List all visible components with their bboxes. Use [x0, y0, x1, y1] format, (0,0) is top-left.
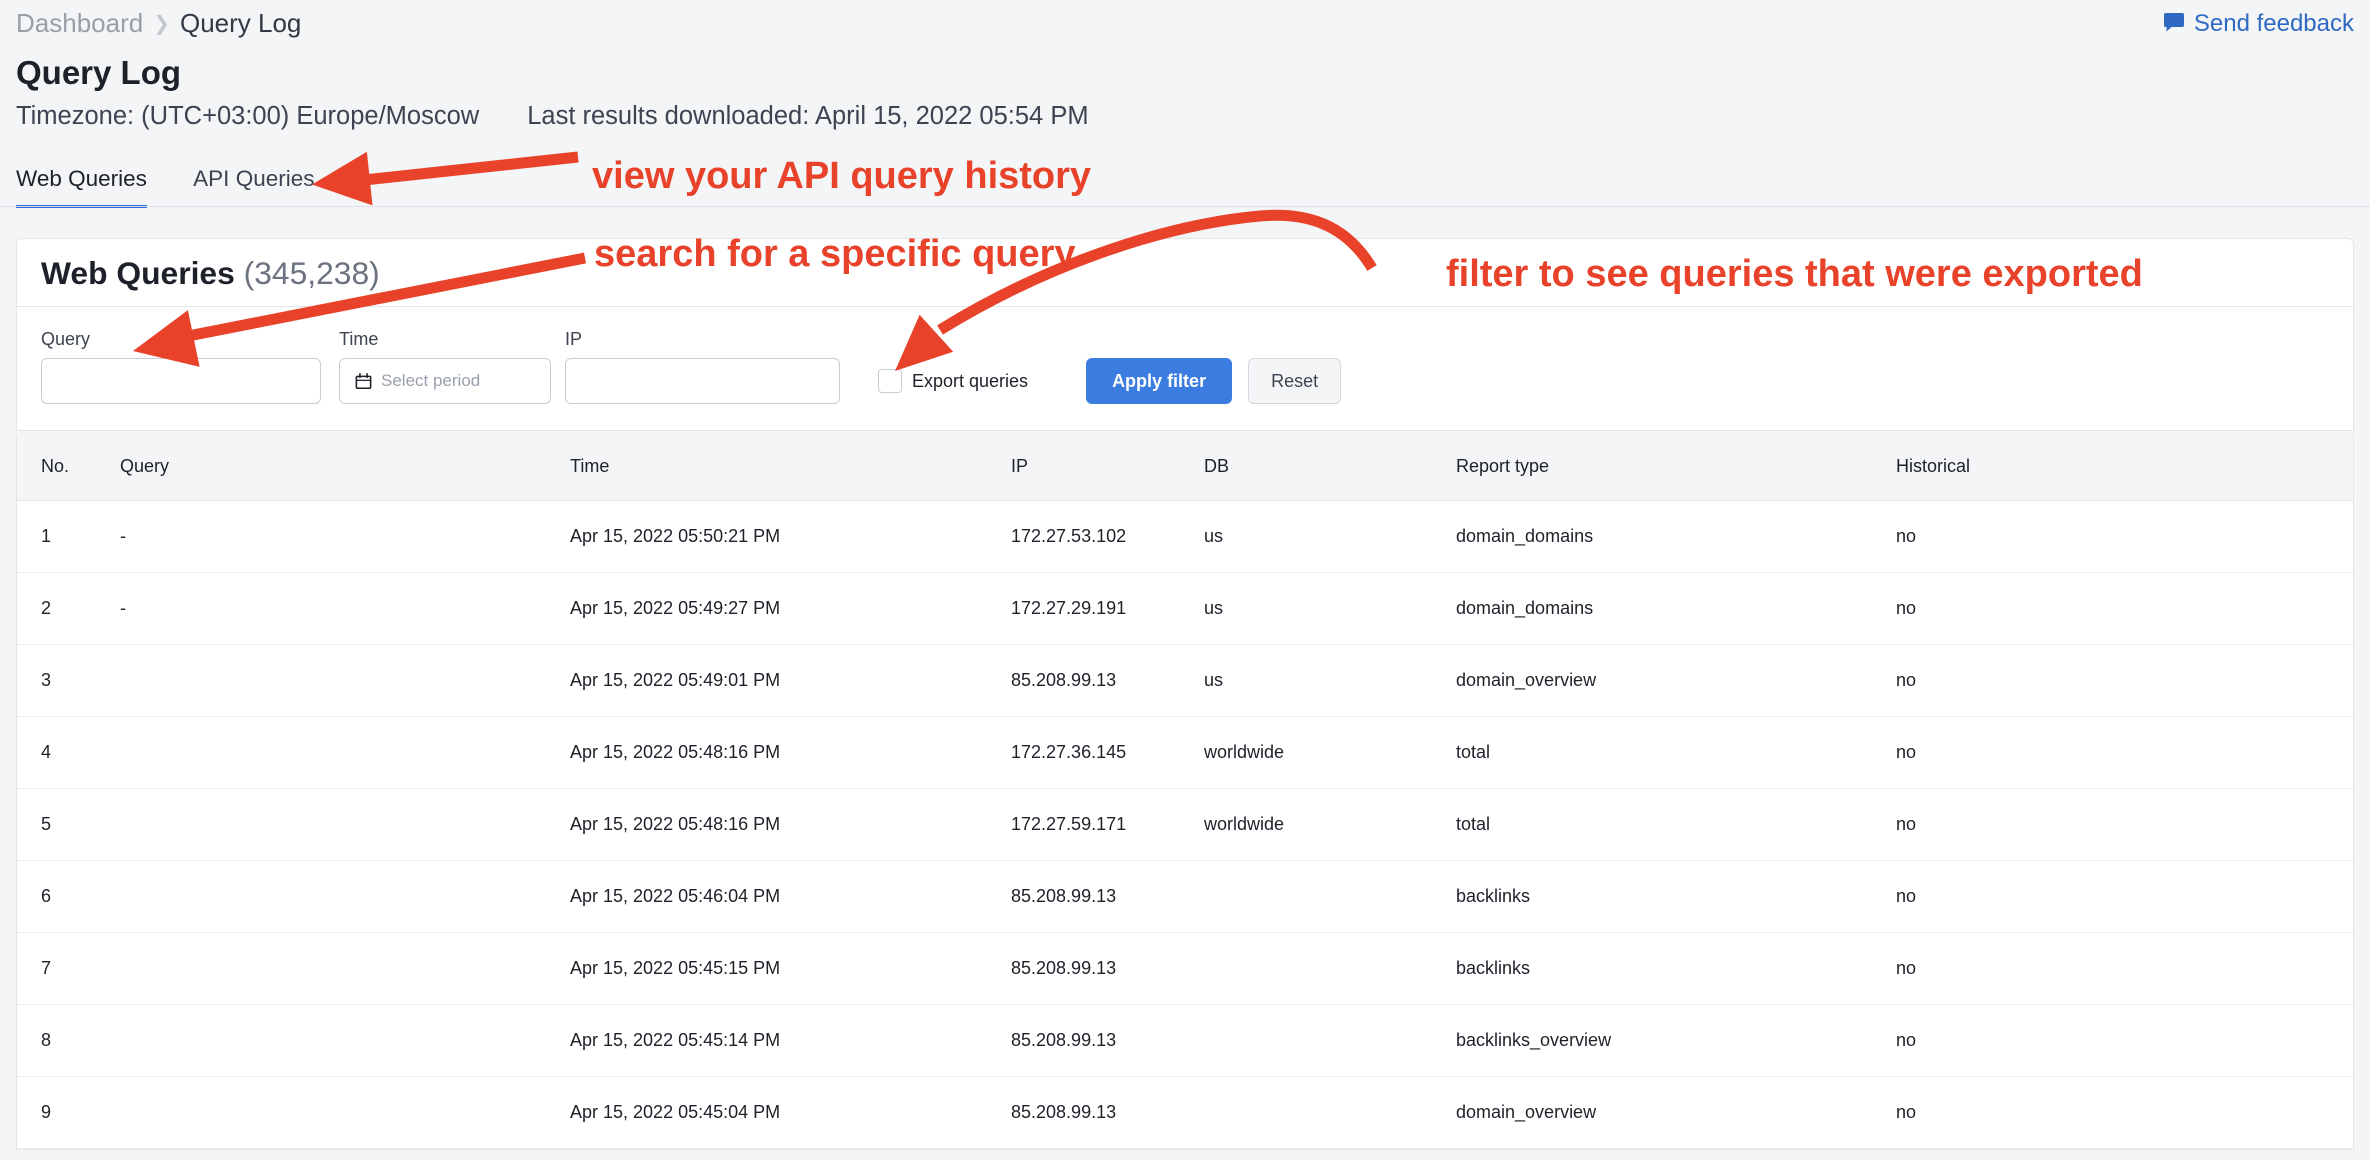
svg-text:view your API query history: view your API query history [592, 155, 1091, 197]
